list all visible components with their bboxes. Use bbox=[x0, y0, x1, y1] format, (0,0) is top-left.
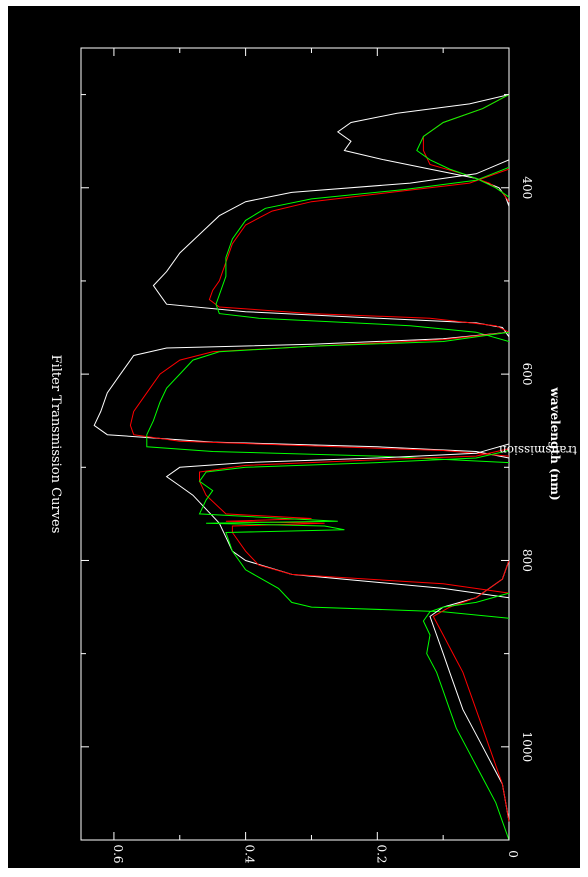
curves-layer bbox=[93, 94, 510, 841]
series-line-7 bbox=[93, 331, 510, 459]
x-tick-label: 800 bbox=[520, 549, 534, 572]
series-line-15 bbox=[422, 592, 510, 841]
series-line-5 bbox=[208, 168, 510, 333]
series-line-14 bbox=[432, 560, 510, 822]
y-axis-label: transmission bbox=[499, 443, 577, 457]
chart-title: Filter Transmission Curves bbox=[48, 355, 63, 534]
x-tick-label: 600 bbox=[520, 363, 534, 386]
series-line-11 bbox=[199, 448, 510, 594]
x-tick-label: 1000 bbox=[520, 732, 534, 763]
ticks-layer bbox=[81, 48, 510, 841]
y-tick-label: 0.4 bbox=[243, 844, 257, 863]
filter-transmission-chart: 400 600 800 1000 0 0.2 0.4 0.6 Filter Transmiss… bbox=[48, 47, 577, 864]
series-line-4 bbox=[152, 159, 510, 338]
series-line-1 bbox=[336, 94, 510, 207]
y-tick-label: 0.2 bbox=[374, 844, 388, 863]
y-tick-label: 0 bbox=[506, 850, 520, 858]
series-line-9 bbox=[146, 331, 510, 464]
x-axis-label: wavelength (nm) bbox=[548, 386, 562, 500]
plot-window: 400 600 800 1000 0 0.2 0.4 0.6 Filter Transmiss… bbox=[8, 6, 580, 868]
y-tick-label: 0.6 bbox=[111, 844, 125, 863]
tick-labels-layer: 400 600 800 1000 0 0.2 0.4 0.6 bbox=[111, 176, 534, 864]
series-line-8 bbox=[129, 331, 510, 457]
series-line-6 bbox=[215, 166, 510, 342]
series-line-3 bbox=[416, 94, 510, 198]
series-line-13 bbox=[429, 560, 510, 822]
x-tick-label: 400 bbox=[520, 176, 534, 199]
series-line-12 bbox=[198, 450, 510, 619]
